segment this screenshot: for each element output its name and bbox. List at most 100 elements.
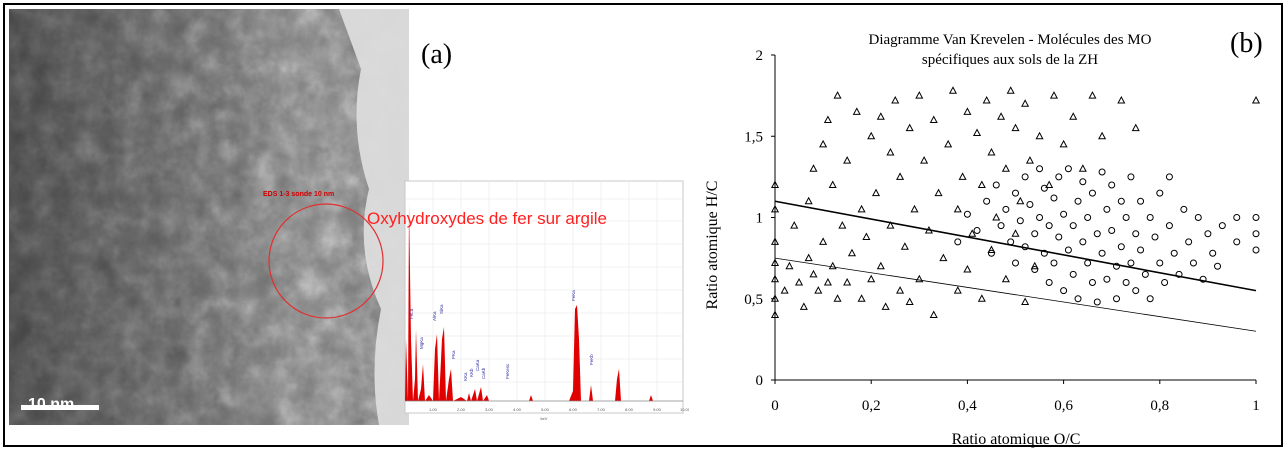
- triangle-point: [963, 107, 972, 115]
- triangle-point: [847, 248, 856, 257]
- circle-point: [1185, 238, 1193, 246]
- circle-point: [1108, 181, 1116, 189]
- eds-axis-unit: keV: [541, 416, 548, 421]
- triangle-point: [843, 277, 852, 286]
- circle-point: [1132, 230, 1140, 238]
- circle-point: [1064, 165, 1072, 173]
- eds-axis-tick-label: 2.00: [457, 407, 466, 412]
- triangle-point: [1016, 196, 1025, 205]
- triangle-point: [992, 212, 1001, 221]
- circle-point: [1093, 230, 1101, 238]
- triangle-point: [823, 277, 832, 286]
- circle-point: [1108, 227, 1116, 234]
- triangle-point: [790, 221, 799, 229]
- triangle-point: [1131, 123, 1140, 132]
- triangle-point: [1011, 229, 1020, 237]
- triangle-point: [1059, 139, 1068, 148]
- triangle-point: [987, 147, 996, 156]
- circle-point: [1060, 210, 1068, 218]
- triangle-point: [770, 237, 780, 245]
- circle-point: [1060, 287, 1068, 295]
- triangle-point: [770, 294, 780, 302]
- triangle-point: [1006, 86, 1015, 94]
- eds-zone-label: EDS 1-3 sonde 10 nm: [263, 191, 335, 198]
- circle-point: [1132, 287, 1140, 295]
- triangle-point: [1030, 261, 1039, 270]
- circle-point: [1031, 230, 1039, 238]
- circle-point: [1161, 279, 1169, 286]
- circle-point: [1045, 279, 1053, 286]
- triangle-point: [987, 245, 996, 253]
- triangle-point: [770, 180, 780, 188]
- circle-point: [1050, 194, 1058, 202]
- circle-point: [1036, 214, 1044, 221]
- circle-point: [1141, 270, 1149, 278]
- triangle-point: [876, 112, 885, 120]
- y-tick-label: 2: [756, 48, 764, 64]
- triangle-point: [915, 274, 924, 283]
- triangle-point: [809, 164, 818, 172]
- triangle-point: [770, 310, 780, 318]
- eds-axis-ticks: 1.00 2.00 3.00 4.00 5.00 6.00 7.00 8.00 9.00 10.0…: [429, 407, 689, 412]
- circle-point: [1180, 205, 1188, 213]
- eds-peak-label: AlKa: [432, 311, 437, 321]
- triangle-point: [1049, 91, 1059, 99]
- triangle-point: [852, 107, 861, 115]
- triangle-point: [876, 261, 885, 270]
- circle-point: [1113, 295, 1121, 303]
- triangle-point: [1078, 164, 1087, 172]
- circle-point: [1069, 270, 1077, 278]
- circle-point: [1252, 230, 1260, 238]
- circle-point: [1156, 189, 1164, 197]
- circle-point: [1113, 262, 1121, 270]
- triangle-point: [804, 196, 813, 205]
- triangle-point: [929, 115, 938, 123]
- eds-axis-tick-label: 9.00: [653, 407, 662, 412]
- circle-point: [1012, 259, 1019, 267]
- eds-axis-tick-label: 6.00: [569, 407, 578, 412]
- circle-point: [1084, 214, 1092, 221]
- triangle-point: [795, 277, 804, 286]
- triangle-point: [823, 115, 832, 123]
- circle-point: [1117, 243, 1125, 251]
- x-tick-label: 0: [771, 398, 779, 414]
- circle-point: [1074, 295, 1082, 303]
- chart-title-line-2: spécifiques aux sols de la ZH: [922, 52, 1098, 68]
- circle-point: [954, 238, 962, 246]
- trendline: [774, 200, 1257, 292]
- circle-point: [1252, 246, 1260, 254]
- triangle-point: [1045, 180, 1054, 188]
- triangle-point: [977, 180, 986, 188]
- circle-point: [1189, 259, 1197, 267]
- panel-b-label: (b): [1230, 28, 1263, 59]
- triangle-point: [1021, 99, 1030, 107]
- van-krevelen-chart: Diagramme Van Krevelen - Molécules des M…: [704, 32, 1261, 448]
- triangle-point: [780, 286, 789, 294]
- triangle-point: [905, 123, 914, 132]
- triangle-point: [896, 286, 905, 294]
- triangle-point: [867, 274, 876, 283]
- eds-peak-label: FeKb: [589, 354, 594, 365]
- circle-point: [1122, 214, 1130, 221]
- circle-point: [997, 222, 1005, 230]
- circle-point: [1252, 214, 1260, 221]
- triangle-point: [871, 188, 881, 197]
- eds-peak-label: MgKa: [419, 337, 424, 349]
- circle-point: [1146, 214, 1154, 221]
- eds-axis-tick-label: 8.00: [625, 407, 634, 412]
- triangle-point: [939, 253, 948, 262]
- oxyhydroxide-annotation: Oxyhydroxydes de fer sur argile: [367, 209, 607, 228]
- circle-point: [983, 197, 991, 205]
- x-tick-label: 0,8: [1150, 398, 1169, 414]
- circle-point: [1084, 259, 1092, 267]
- eds-peak-label: FeKa: [571, 290, 576, 301]
- circle-point: [1127, 259, 1135, 267]
- y-tick-label: 0: [756, 373, 764, 389]
- triangle-point: [770, 258, 780, 266]
- triangle-point: [968, 229, 977, 237]
- circle-point: [1040, 249, 1048, 257]
- eds-axis-tick-label: 7.00: [597, 407, 606, 412]
- circle-point: [1137, 197, 1145, 205]
- triangle-point: [828, 261, 837, 270]
